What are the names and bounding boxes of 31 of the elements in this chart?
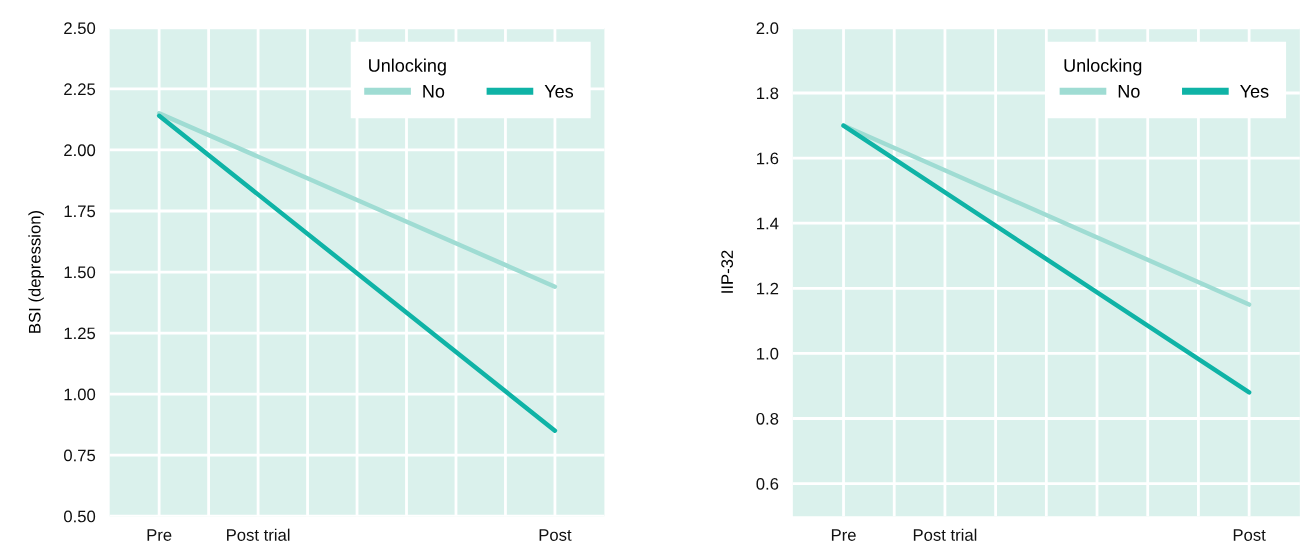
y-tick-label: 1.25: [64, 327, 96, 340]
legend-label: No: [1118, 85, 1140, 98]
x-tick-label: Post: [1233, 529, 1266, 541]
y-tick-label: 2.25: [64, 83, 96, 96]
y-tick-label: 0.75: [63, 449, 96, 462]
y-tick-label: 0.8: [756, 412, 779, 425]
y-tick-label: 1.2: [757, 282, 779, 295]
x-tick-label: Pre: [147, 529, 172, 541]
y-tick-label: 0.6: [756, 478, 779, 490]
y-axis-title: BSI (depression): [28, 210, 44, 333]
x-tick-label: Post: [539, 529, 572, 541]
y-tick-label: 2.50: [64, 22, 96, 35]
y-tick-label: 1.0: [757, 347, 779, 360]
legend-title: Unlocking: [369, 58, 446, 76]
y-tick-label: 1.6: [757, 152, 779, 165]
y-tick-label: 1.00: [64, 388, 96, 401]
y-axis-title: IIP-32: [721, 250, 734, 293]
x-tick-label: Post trial: [913, 528, 977, 541]
y-tick-label: 1.8: [757, 87, 779, 100]
legend-title: Unlocking: [1064, 58, 1142, 76]
legend-label: Yes: [544, 85, 574, 98]
y-tick-label: 0.50: [63, 510, 96, 523]
y-tick-label: 2.00: [64, 144, 96, 157]
y-tick-label: 1.50: [64, 266, 96, 279]
x-tick-label: Post trial: [227, 528, 290, 541]
legend-label: No: [423, 85, 445, 98]
y-tick-label: 1.75: [64, 205, 96, 218]
y-tick-label: 2.0: [756, 22, 779, 35]
x-tick-label: Pre: [831, 529, 856, 541]
y-tick-label: 1.4: [757, 217, 779, 230]
legend-label: Yes: [1240, 85, 1269, 98]
